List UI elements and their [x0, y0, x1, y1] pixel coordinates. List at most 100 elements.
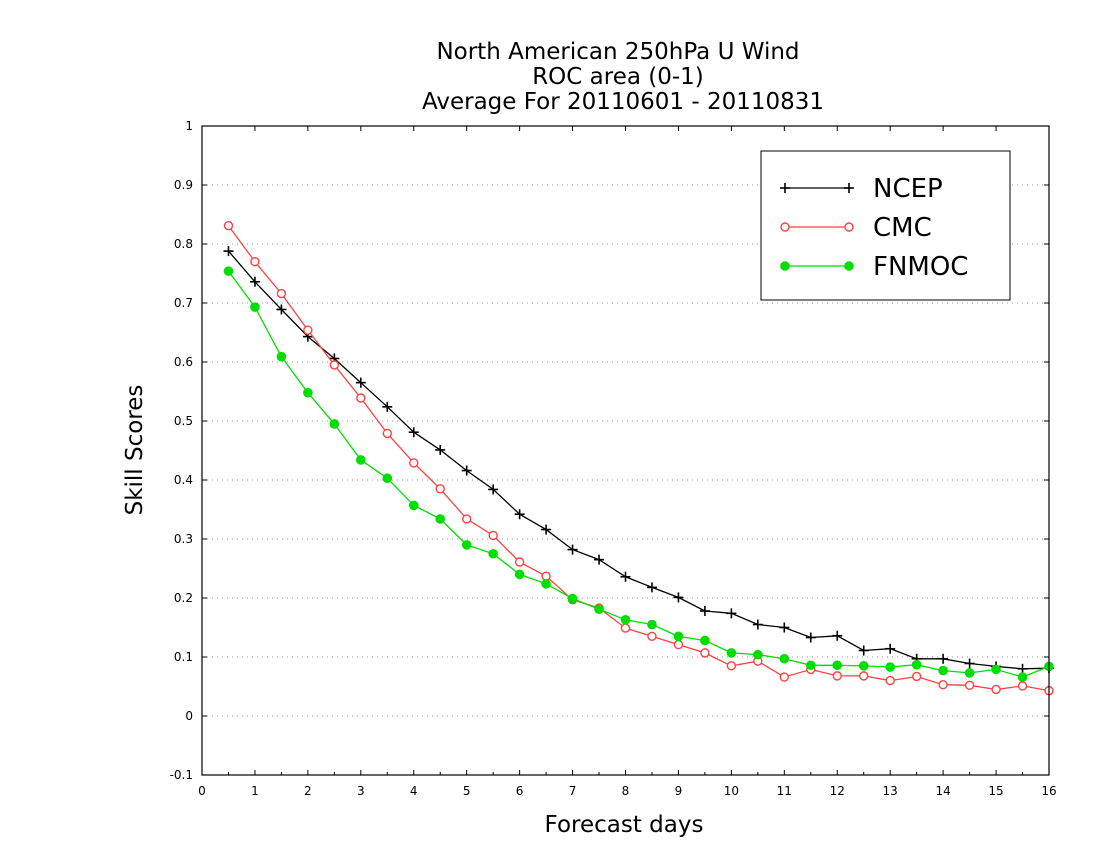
y-tick-label: 1 [185, 119, 193, 133]
data-point-fnmoc [488, 548, 498, 559]
x-axis-label: Forecast days [545, 812, 704, 838]
data-point-ncep [249, 276, 260, 287]
data-point-cmc [329, 360, 340, 370]
x-tick-label: 4 [410, 784, 418, 798]
data-point-fnmoc [673, 631, 684, 642]
data-point-fnmoc [356, 455, 366, 465]
data-point-fnmoc [858, 661, 869, 671]
data-point-ncep [726, 608, 737, 619]
legend-marker-ncep [844, 183, 854, 193]
legend-label-cmc: CMC [873, 213, 932, 243]
axes: -0.100.10.20.30.40.50.60.70.80.910 1 2 3 4 5 6… [170, 119, 1057, 798]
x-tick-label: 8 [622, 784, 630, 798]
data-point-fnmoc [647, 619, 657, 630]
legend-label-ncep: NCEP [873, 174, 943, 204]
data-point-cmc [726, 661, 737, 671]
y-axis-label: Skill Scores [122, 385, 148, 516]
data-point-fnmoc [911, 659, 922, 670]
data-point-ncep [699, 605, 710, 616]
data-point-ncep [964, 658, 975, 669]
data-point-cmc [409, 458, 419, 468]
legend-label-fnmoc: FNMOC [873, 252, 968, 282]
chart-subtitle: ROC area (0-1) [532, 64, 704, 90]
data-point-fnmoc [726, 648, 737, 658]
x-tick-label: 0 [198, 784, 206, 798]
data-point-fnmoc [938, 665, 948, 676]
data-point-ncep [355, 377, 366, 388]
data-point-ncep [779, 622, 790, 633]
data-point-fnmoc [805, 660, 816, 671]
data-point-ncep [488, 484, 499, 495]
data-point-fnmoc [541, 579, 551, 589]
data-point-cmc [250, 257, 260, 267]
data-point-cmc [620, 623, 631, 633]
x-tick-label: 9 [675, 784, 683, 798]
data-point-ncep [223, 246, 234, 257]
data-point-fnmoc [594, 604, 604, 615]
x-tick-label: 2 [304, 784, 312, 798]
data-point-ncep [382, 401, 393, 412]
data-point-ncep [461, 465, 472, 476]
legend-entry-ncep: NCEP [780, 174, 943, 204]
data-point-cmc [382, 428, 392, 439]
data-point-cmc [356, 393, 366, 403]
x-tick-label: 7 [569, 784, 577, 798]
y-tick-label: -0.1 [170, 768, 193, 782]
data-point-fnmoc [303, 387, 313, 398]
data-point-fnmoc [276, 351, 287, 362]
series-line-ncep [228, 250, 1050, 670]
data-point-fnmoc [461, 540, 472, 550]
data-point-fnmoc [329, 419, 340, 429]
data-point-fnmoc [779, 653, 790, 664]
legend-marker-ncep [780, 183, 790, 193]
y-tick-label: 0.3 [174, 532, 193, 546]
data-point-cmc [303, 325, 313, 335]
x-tick-label: 13 [883, 784, 898, 798]
data-point-ncep [938, 653, 949, 664]
data-point-cmc [779, 672, 790, 682]
x-tick-label: 12 [830, 784, 845, 798]
data-point-cmc [700, 648, 710, 658]
data-point-fnmoc [753, 649, 763, 660]
x-tick-label: 10 [724, 784, 739, 798]
data-point-fnmoc [223, 266, 234, 276]
legend-marker-fnmoc [844, 261, 854, 271]
data-point-cmc [488, 530, 498, 541]
data-point-cmc [859, 671, 869, 681]
x-tick-label: 3 [357, 784, 365, 798]
x-tick-label: 16 [1041, 784, 1056, 798]
legend-marker-cmc [780, 222, 790, 232]
data-point-fnmoc [567, 593, 578, 604]
data-point-fnmoc [408, 500, 419, 511]
data-point-cmc [435, 484, 445, 494]
y-tick-label: 0.5 [174, 414, 193, 428]
y-tick-label: 0.1 [174, 650, 193, 664]
data-point-cmc [938, 680, 948, 690]
chart-title: North American 250hPa U Wind [436, 39, 799, 65]
data-point-fnmoc [435, 514, 446, 524]
legend-marker-cmc [844, 222, 854, 232]
data-point-ncep [435, 444, 446, 455]
data-point-ncep [276, 304, 287, 315]
plot-series [223, 221, 1054, 696]
data-point-fnmoc [514, 569, 525, 580]
chart-date-range: Average For 20110601 - 20110831 [422, 89, 824, 115]
data-point-ncep [514, 509, 525, 520]
data-point-fnmoc [832, 660, 843, 671]
data-point-cmc [1017, 681, 1028, 691]
y-tick-label: 0.4 [174, 473, 193, 487]
data-point-cmc [514, 557, 525, 567]
data-point-ncep [541, 524, 552, 535]
data-point-cmc [541, 571, 551, 581]
data-point-cmc [223, 221, 234, 231]
data-point-ncep [408, 427, 419, 438]
data-point-cmc [673, 639, 684, 650]
data-point-cmc [991, 684, 1001, 695]
x-tick-label: 11 [777, 784, 792, 798]
data-point-cmc [885, 675, 895, 686]
data-point-fnmoc [620, 615, 631, 625]
y-tick-label: 0.2 [174, 591, 193, 605]
data-point-cmc [276, 288, 287, 299]
data-point-ncep [752, 619, 763, 630]
